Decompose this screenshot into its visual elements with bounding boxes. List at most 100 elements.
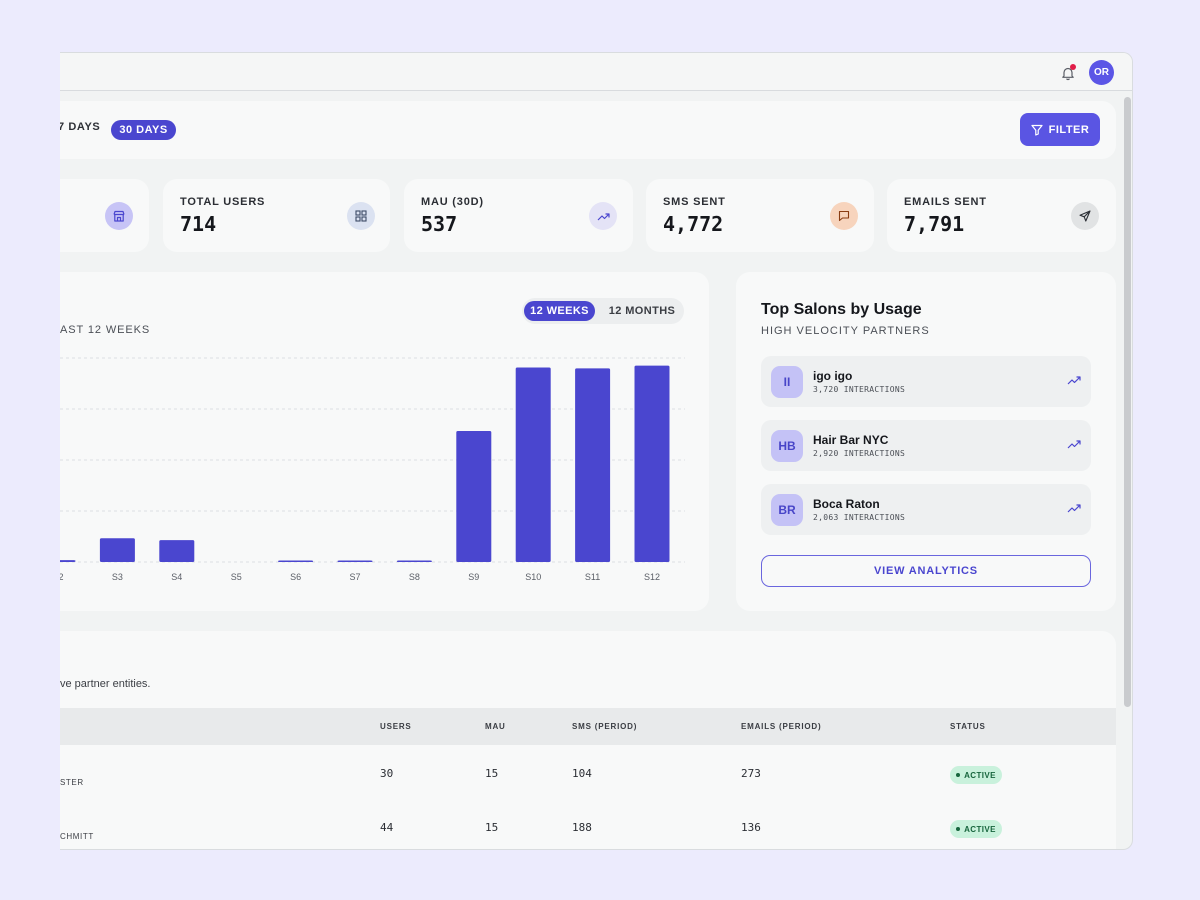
stat-value: 537 [421, 212, 458, 236]
store-icon [105, 202, 133, 230]
chart-bar-s7[interactable] [337, 560, 373, 563]
salon-row[interactable]: BR Boca Raton 2,063 INTERACTIONS [761, 484, 1091, 535]
chart-bar-s11[interactable] [575, 368, 611, 562]
chart-tick-label: S2 [60, 572, 64, 582]
salon-interactions: 2,920 INTERACTIONS [813, 449, 906, 458]
table-header: USERS MAU SMS (PERIOD) EMAILS (PERIOD) S… [60, 708, 1116, 745]
top-salons-card: Top Salons by Usage HIGH VELOCITY PARTNE… [736, 272, 1116, 611]
salon-avatar: BR [771, 494, 803, 526]
usage-bar-chart: S2 S3 S4 S5 S6 S7 S8 S9 S10 S11 S12 [60, 357, 685, 582]
owner-cell: STER [60, 778, 84, 787]
stat-label: MAU (30D) [421, 196, 484, 208]
column-header[interactable]: STATUS [950, 722, 986, 731]
grid-icon [347, 202, 375, 230]
chart-tick-label: S8 [409, 572, 420, 582]
users-cell: 30 [380, 767, 394, 780]
mau-cell: 15 [485, 821, 499, 834]
status-badge: ACTIVE [950, 766, 1002, 784]
scrollbar[interactable] [1124, 97, 1131, 707]
stat-card-emails: EMAILS SENT 7,791 [887, 179, 1116, 252]
chart-bar-s2[interactable] [60, 560, 76, 562]
stat-card-partial [60, 179, 149, 252]
table-description: ve partner entities. [60, 678, 151, 690]
stat-label: TOTAL USERS [180, 196, 266, 208]
top-bar: OR [60, 53, 1132, 91]
chart-bar-s3[interactable] [99, 538, 135, 562]
partners-table-card: ve partner entities. USERS MAU SMS (PERI… [60, 631, 1116, 849]
status-badge: ACTIVE [950, 820, 1002, 838]
salon-name: Hair Bar NYC [813, 433, 889, 447]
chart-tick-label: S6 [290, 572, 301, 582]
toggle-12-weeks[interactable]: 12 WEEKS [524, 301, 595, 321]
stat-value: 7,791 [904, 212, 965, 236]
status-dot [956, 773, 961, 777]
filter-button[interactable]: FILTER [1020, 113, 1100, 146]
stat-label: SMS SENT [663, 196, 726, 208]
salon-name: Boca Raton [813, 497, 880, 511]
salons-subtitle: HIGH VELOCITY PARTNERS [761, 325, 930, 337]
status-label: ACTIVE [964, 770, 996, 780]
stat-card-sms: SMS SENT 4,772 [646, 179, 874, 252]
column-header[interactable]: EMAILS (PERIOD) [741, 722, 822, 731]
users-cell: 44 [380, 821, 394, 834]
salons-title: Top Salons by Usage [761, 301, 922, 318]
chart-bar-s4[interactable] [159, 540, 195, 562]
chart-bar-s8[interactable] [396, 560, 432, 563]
chart-tick-label: S7 [349, 572, 360, 582]
trend-up-icon [589, 202, 617, 230]
chart-bar-s9[interactable] [456, 431, 492, 562]
salon-interactions: 2,063 INTERACTIONS [813, 513, 906, 522]
chart-bar-s12[interactable] [634, 365, 670, 562]
salon-name: igo igo [813, 369, 853, 383]
salon-row[interactable]: II igo igo 3,720 INTERACTIONS [761, 356, 1091, 407]
view-analytics-button[interactable]: VIEW ANALYTICS [761, 555, 1091, 587]
salon-interactions: 3,720 INTERACTIONS [813, 385, 906, 394]
toggle-12-months[interactable]: 12 MONTHS [608, 305, 676, 317]
column-header[interactable]: MAU [485, 722, 506, 731]
emails-cell: 136 [741, 821, 761, 834]
trend-up-icon [1067, 440, 1081, 449]
tab-30-days[interactable]: 30 DAYS [111, 120, 176, 140]
usage-chart-card: AST 12 WEEKS 12 WEEKS 12 MONTHS S2 S3 S4 S5… [60, 272, 709, 611]
stat-value: 4,772 [663, 212, 724, 236]
chart-range-toggle: 12 WEEKS 12 MONTHS [522, 298, 684, 324]
trend-up-icon [1067, 376, 1081, 385]
chart-tick-label: S12 [644, 572, 660, 582]
trend-up-icon [1067, 504, 1081, 513]
stat-value: 714 [180, 212, 217, 236]
mau-cell: 15 [485, 767, 499, 780]
salon-row[interactable]: HB Hair Bar NYC 2,920 INTERACTIONS [761, 420, 1091, 471]
filter-bar: 7 DAYS 30 DAYS FILTER [60, 101, 1116, 159]
send-icon [1071, 202, 1099, 230]
sms-cell: 188 [572, 821, 592, 834]
stat-card-total-users: TOTAL USERS 714 [163, 179, 390, 252]
filter-button-label: FILTER [1048, 123, 1090, 136]
chart-tick-label: S10 [525, 572, 541, 582]
table-row[interactable]: CHMITT 44 15 188 136 ACTIVE [60, 799, 1116, 849]
chart-tick-label: S9 [468, 572, 479, 582]
status-dot [956, 827, 961, 831]
emails-cell: 273 [741, 767, 761, 780]
chart-tick-label: S3 [112, 572, 123, 582]
salon-avatar: HB [771, 430, 803, 462]
status-label: ACTIVE [964, 824, 996, 834]
column-header[interactable]: USERS [380, 722, 412, 731]
tab-7-days[interactable]: 7 DAYS [60, 121, 101, 133]
filter-icon [1031, 124, 1043, 136]
chart-subtitle: AST 12 WEEKS [60, 324, 151, 336]
salon-avatar: II [771, 366, 803, 398]
table-row[interactable]: STER 30 15 104 273 ACTIVE [60, 745, 1116, 799]
user-avatar[interactable]: OR [1089, 60, 1114, 85]
chart-bar-s6[interactable] [278, 560, 314, 563]
stat-card-mau: MAU (30D) 537 [404, 179, 633, 252]
chart-tick-label: S5 [231, 572, 242, 582]
stat-label: EMAILS SENT [904, 196, 987, 208]
chart-tick-label: S11 [585, 572, 600, 582]
column-header[interactable]: SMS (PERIOD) [572, 722, 638, 731]
chart-bar-s10[interactable] [515, 367, 551, 562]
dashboard-window: OR 7 DAYS 30 DAYS FILTER TOTAL USERS 714… [60, 52, 1133, 850]
message-icon [830, 202, 858, 230]
owner-cell: CHMITT [60, 832, 94, 841]
chart-tick-label: S4 [171, 572, 182, 582]
sms-cell: 104 [572, 767, 592, 780]
